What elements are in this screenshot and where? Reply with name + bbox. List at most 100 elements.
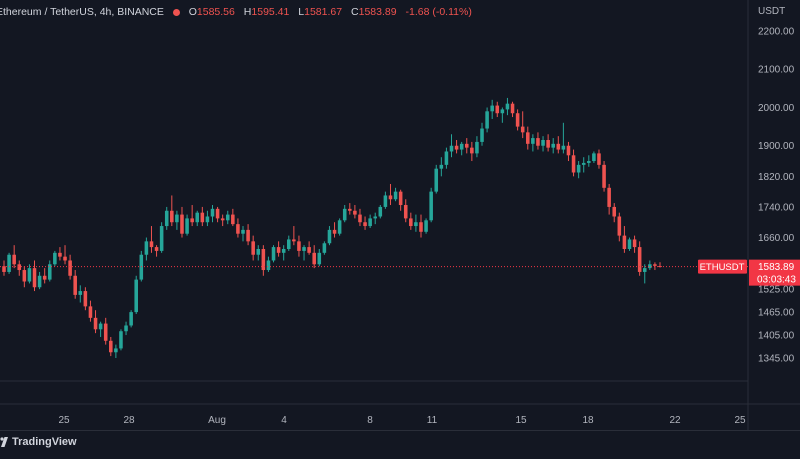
candle[interactable] — [337, 218, 342, 236]
candle[interactable] — [409, 212, 413, 230]
candle[interactable] — [2, 260, 6, 276]
time-axis[interactable]: 25 28 Aug 4 8 11 15 18 22 25 — [58, 415, 746, 426]
candle[interactable] — [587, 155, 591, 167]
candle[interactable] — [556, 136, 561, 154]
candle[interactable] — [627, 237, 632, 251]
candle[interactable] — [73, 270, 77, 299]
candle[interactable] — [429, 187, 433, 223]
candle[interactable] — [37, 271, 42, 290]
candle[interactable] — [642, 264, 647, 284]
candle[interactable] — [531, 134, 535, 152]
candle[interactable] — [180, 206, 184, 238]
candle[interactable] — [190, 205, 194, 227]
candle[interactable] — [398, 189, 403, 211]
candle[interactable] — [368, 214, 372, 228]
candle[interactable] — [103, 317, 108, 345]
candle[interactable] — [470, 141, 474, 162]
candle[interactable] — [225, 210, 230, 225]
candle[interactable] — [444, 147, 449, 169]
candle[interactable] — [648, 260, 652, 271]
candle[interactable] — [98, 321, 103, 337]
candle[interactable] — [302, 245, 306, 261]
candle[interactable] — [231, 208, 235, 227]
candle[interactable] — [266, 256, 271, 272]
candle[interactable] — [566, 141, 571, 162]
candle[interactable] — [485, 107, 489, 133]
candle[interactable] — [622, 226, 627, 253]
candle[interactable] — [7, 252, 11, 274]
candle[interactable] — [317, 249, 322, 267]
candle[interactable] — [297, 235, 301, 257]
candle[interactable] — [414, 214, 418, 232]
candle[interactable] — [332, 222, 337, 238]
candle[interactable] — [47, 260, 52, 282]
candle[interactable] — [632, 235, 637, 253]
candle[interactable] — [205, 210, 210, 227]
candle[interactable] — [388, 183, 393, 206]
candle[interactable] — [292, 226, 296, 246]
candle[interactable] — [602, 161, 606, 192]
candle[interactable] — [220, 214, 225, 227]
candle[interactable] — [109, 336, 113, 357]
candle[interactable] — [378, 205, 383, 219]
candle[interactable] — [464, 138, 469, 154]
candle[interactable] — [607, 183, 611, 215]
candle[interactable] — [383, 191, 388, 209]
candle[interactable] — [637, 241, 642, 276]
candle[interactable] — [246, 224, 250, 246]
candle[interactable] — [520, 111, 525, 139]
candle[interactable] — [536, 132, 540, 150]
candle[interactable] — [419, 214, 423, 238]
candle[interactable] — [185, 214, 189, 236]
tradingview-logo[interactable]: TradingView — [0, 436, 77, 448]
candle[interactable] — [159, 222, 164, 253]
candle[interactable] — [373, 212, 378, 225]
candle[interactable] — [164, 206, 169, 230]
candle[interactable] — [576, 161, 581, 179]
candle[interactable] — [129, 310, 133, 328]
candle[interactable] — [93, 310, 98, 334]
candle[interactable] — [348, 203, 352, 215]
candle[interactable] — [322, 241, 327, 255]
candle[interactable] — [53, 250, 57, 267]
candle[interactable] — [58, 247, 62, 261]
candle[interactable] — [256, 245, 261, 261]
candle[interactable] — [134, 275, 138, 315]
candle[interactable] — [307, 241, 311, 255]
candle[interactable] — [276, 241, 281, 257]
candle[interactable] — [546, 134, 550, 152]
candle[interactable] — [215, 206, 220, 223]
candle[interactable] — [515, 109, 520, 131]
candle[interactable] — [612, 203, 617, 223]
candle[interactable] — [592, 151, 596, 163]
candle[interactable] — [144, 237, 149, 261]
candle[interactable] — [500, 107, 505, 123]
candle[interactable] — [154, 245, 159, 257]
candle[interactable] — [475, 136, 479, 158]
candle[interactable] — [327, 226, 332, 246]
candle[interactable] — [12, 245, 16, 269]
candle[interactable] — [286, 235, 291, 251]
candle[interactable] — [597, 149, 601, 169]
candle[interactable] — [571, 149, 576, 177]
candle[interactable] — [261, 245, 266, 276]
candle[interactable] — [449, 134, 454, 158]
candle[interactable] — [393, 187, 398, 202]
candle[interactable] — [124, 321, 128, 336]
candle[interactable] — [241, 226, 245, 242]
candle[interactable] — [68, 254, 72, 280]
candle[interactable] — [439, 157, 444, 177]
candle[interactable] — [561, 122, 566, 154]
candle[interactable] — [617, 212, 622, 242]
candle[interactable] — [526, 126, 530, 150]
candle[interactable] — [83, 287, 88, 311]
candle[interactable] — [363, 216, 367, 230]
candle[interactable] — [480, 122, 484, 146]
candle-series[interactable] — [2, 97, 662, 358]
candle[interactable] — [236, 218, 240, 238]
candle[interactable] — [119, 329, 123, 351]
candle[interactable] — [581, 157, 586, 173]
candle[interactable] — [175, 210, 179, 230]
candle[interactable] — [200, 206, 205, 227]
